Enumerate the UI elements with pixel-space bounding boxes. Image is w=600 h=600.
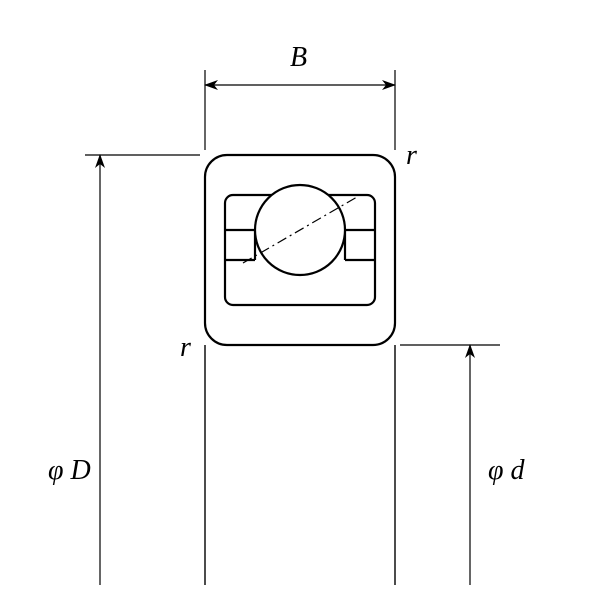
label-D: φ D: [48, 455, 91, 487]
bearing-section: [205, 155, 395, 585]
raceway-right: [345, 230, 375, 260]
label-r-top: r: [406, 140, 417, 172]
diagram-svg: [0, 0, 600, 600]
dimension-B: [205, 70, 395, 150]
dimension-d: [400, 345, 500, 585]
label-r-bottom: r: [180, 332, 191, 364]
dimension-D: [85, 155, 200, 585]
bearing-diagram: B φ D φ d r r: [0, 0, 600, 600]
raceway-left: [225, 230, 255, 260]
label-d: φ d: [488, 455, 525, 487]
label-B: B: [290, 42, 307, 74]
